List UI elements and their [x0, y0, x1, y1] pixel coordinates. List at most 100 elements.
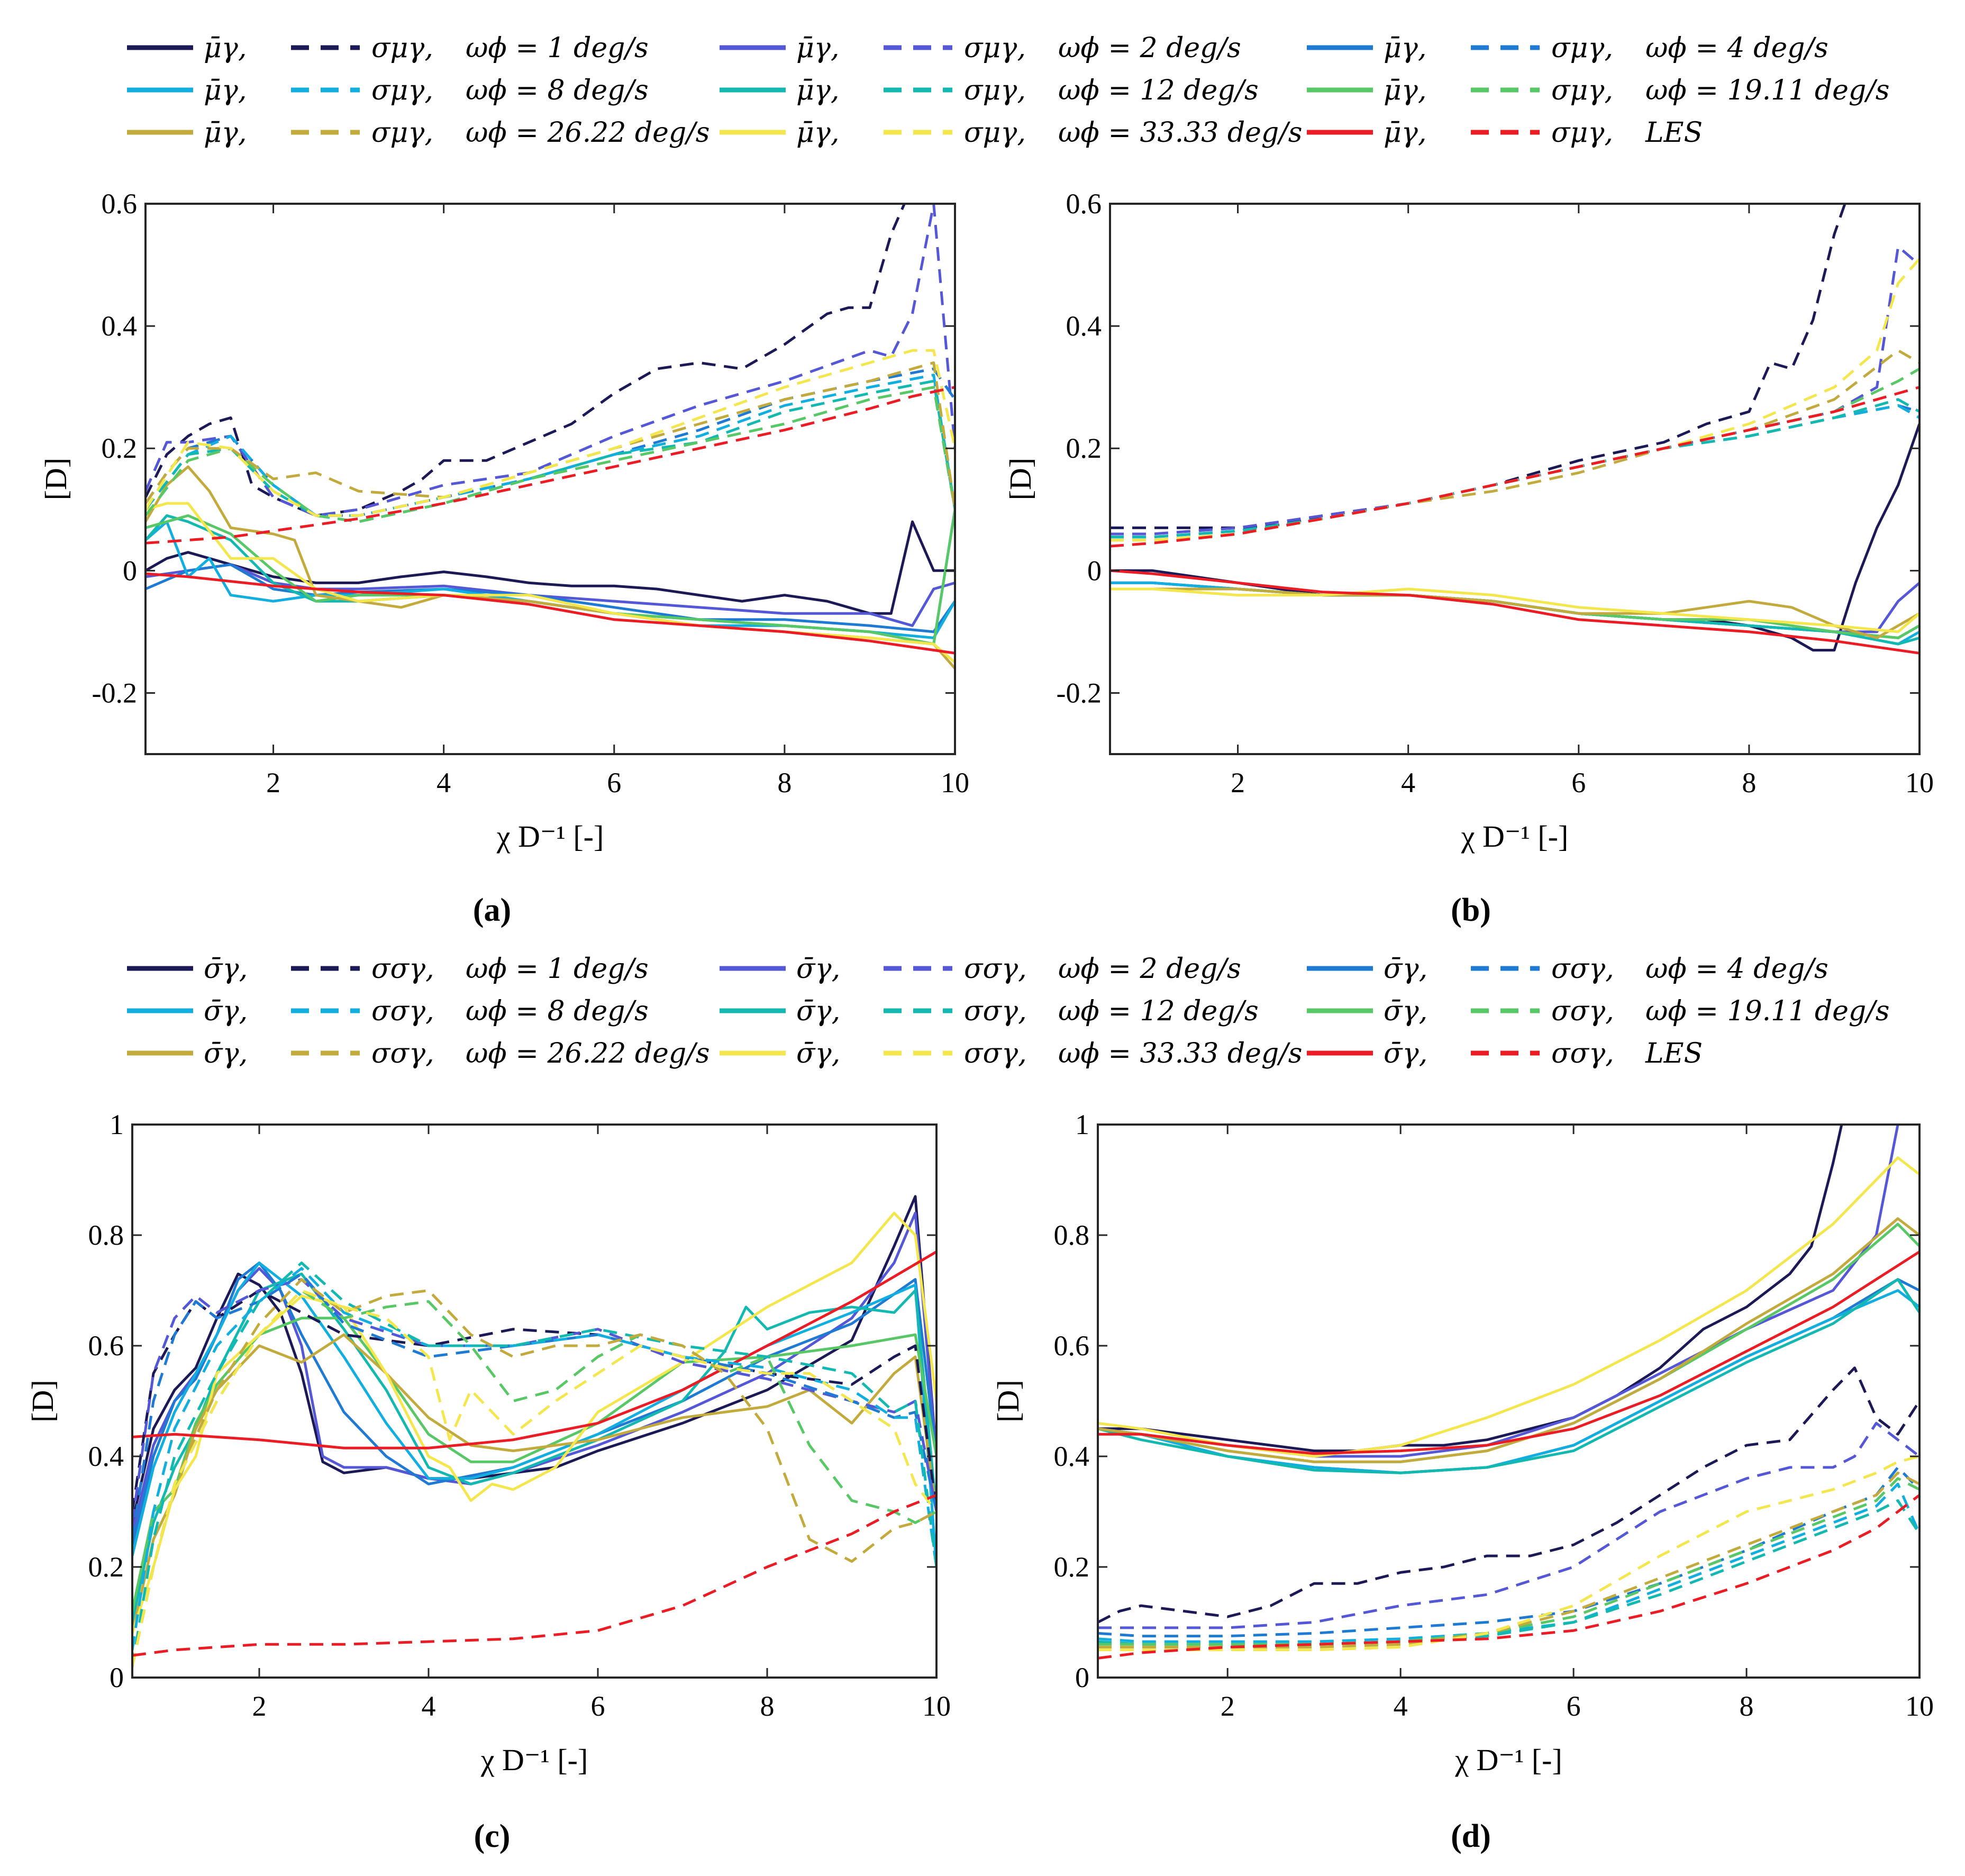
- legend-std-symbol: σμγ,: [1551, 32, 1613, 64]
- legend-mean-symbol: σ̄γ,: [204, 995, 248, 1027]
- y-tick-label: 0.6: [1066, 188, 1102, 220]
- series-line: [1110, 204, 1846, 529]
- y-axis-label: [D]: [1003, 458, 1038, 501]
- x-axis-label: χ D⁻¹ [-]: [496, 819, 604, 854]
- legend-entry-label: ωϕ = 4 deg/s: [1645, 953, 1828, 985]
- y-tick-label: 0.6: [88, 1330, 124, 1362]
- axes-frame: [1109, 203, 1921, 755]
- series-line: [1110, 587, 1919, 633]
- legend-std-symbol: σμγ,: [1551, 117, 1613, 149]
- y-axis-label: [D]: [39, 458, 73, 501]
- panel-label: (b): [1451, 892, 1491, 928]
- legend-entry: σ̄γ, σσγ, ωϕ = 1 deg/s: [127, 953, 649, 985]
- series-line: [1098, 1421, 1919, 1629]
- series-line: [1098, 1125, 1843, 1453]
- panel-label: (a): [473, 892, 511, 928]
- legend-std-symbol: σμγ,: [964, 117, 1026, 149]
- y-axis-label: [D]: [991, 1380, 1025, 1422]
- plot-area: [1098, 1125, 1919, 1660]
- legend-entry: σ̄γ, σσγ, LES: [1307, 1038, 1703, 1070]
- legend-entry-label: ωϕ = 12 deg/s: [1058, 995, 1259, 1027]
- series-line: [132, 1272, 936, 1540]
- series-line: [145, 572, 955, 655]
- legend-mean-symbol: μ̄γ,: [796, 32, 839, 64]
- series-line: [132, 1267, 936, 1651]
- legend-entry: μ̄γ, σμγ, ωϕ = 33.33 deg/s: [720, 117, 1302, 149]
- legend-entry-label: ωϕ = 2 deg/s: [1058, 32, 1241, 64]
- series-line: [1098, 1250, 1919, 1455]
- legend-mean-symbol: σ̄γ,: [204, 1038, 248, 1070]
- x-tick-label: 4: [1394, 1690, 1408, 1722]
- legend-entry-label: ωϕ = 33.33 deg/s: [1058, 1038, 1302, 1070]
- legend-entry-label: ωϕ = 26.22 deg/s: [466, 1038, 709, 1070]
- chart-panel-c: 2 4 6 8 10 0 0.2 0.4 0.6 0.8 1 χ D⁻¹ [-] [D]: [25, 1109, 951, 1777]
- y-tick-label: 0: [1075, 1662, 1089, 1693]
- series-line: [145, 204, 955, 517]
- legend-entry: μ̄γ, σμγ, ωϕ = 8 deg/s: [127, 75, 649, 106]
- y-tick-label: 0.4: [88, 1440, 124, 1472]
- y-tick-label: 0.4: [1054, 1440, 1090, 1472]
- series-line: [145, 204, 934, 517]
- legend-std-symbol: σσγ,: [964, 1038, 1027, 1070]
- legend-mean-symbol: μ̄γ,: [796, 75, 839, 106]
- series-line: [132, 1333, 936, 1634]
- panel-label: (d): [1451, 1818, 1491, 1854]
- legend-mean-symbol: σ̄γ,: [796, 1038, 840, 1070]
- x-tick-label: 4: [1401, 767, 1415, 799]
- chart-panel-b: 2 4 6 8 10 -0.2 0 0.2 0.4 0.6 χ D⁻¹ [-] [D]: [1003, 188, 1934, 854]
- legend-entry-label: ωϕ = 1 deg/s: [466, 953, 649, 985]
- legend-std-symbol: σσγ,: [371, 995, 434, 1027]
- legend-top: μ̄γ, σμγ, ωϕ = 1 deg/s μ̄γ, σμγ, ωϕ = 2 deg/s…: [127, 32, 1889, 149]
- y-tick-label: 1: [1075, 1109, 1089, 1140]
- x-tick-label: 6: [591, 1690, 605, 1722]
- x-axis-label: χ D⁻¹ [-]: [1454, 1743, 1562, 1777]
- x-tick-label: 8: [1740, 1690, 1754, 1722]
- series-line: [1098, 1455, 1919, 1652]
- legend-entry: σ̄γ, σσγ, ωϕ = 4 deg/s: [1307, 953, 1828, 985]
- legend-entry-label: ωϕ = 26.22 deg/s: [466, 117, 709, 149]
- legend-entry-label: ωϕ = 12 deg/s: [1058, 75, 1259, 106]
- y-tick-label: -0.2: [1057, 677, 1102, 709]
- y-tick-label: 0.2: [88, 1551, 124, 1583]
- y-tick-label: 0.4: [1066, 310, 1102, 342]
- legend-entry: μ̄γ, σμγ, ωϕ = 19.11 deg/s: [1307, 75, 1889, 106]
- legend-entry: μ̄γ, σμγ, ωϕ = 12 deg/s: [720, 75, 1259, 106]
- y-tick-label: 0.2: [102, 432, 138, 464]
- legend-mean-symbol: σ̄γ,: [1384, 1038, 1427, 1070]
- legend-std-symbol: σμγ,: [371, 32, 433, 64]
- legend-std-symbol: σσγ,: [371, 953, 434, 985]
- legend-entry-label: ωϕ = 8 deg/s: [466, 75, 649, 106]
- legend-entry-label: ωϕ = 4 deg/s: [1645, 32, 1828, 64]
- x-tick-label: 10: [922, 1690, 951, 1722]
- y-axis-label: [D]: [25, 1380, 60, 1422]
- legend-std-symbol: σσγ,: [1551, 953, 1614, 985]
- x-axis-label: χ D⁻¹ [-]: [1461, 819, 1569, 854]
- x-tick-label: 10: [941, 767, 969, 799]
- plot-area: [132, 1195, 936, 1667]
- series-line: [145, 386, 955, 545]
- series-line: [1098, 1477, 1919, 1646]
- y-tick-label: 0.2: [1066, 432, 1102, 464]
- x-tick-label: 10: [1905, 767, 1934, 799]
- legend-entry-label: ωϕ = 2 deg/s: [1058, 953, 1241, 985]
- series-line: [1098, 1366, 1919, 1624]
- plot-area: [145, 204, 955, 669]
- y-tick-label: 0: [123, 555, 137, 586]
- legend-std-symbol: σμγ,: [964, 75, 1026, 106]
- legend-std-symbol: σσγ,: [371, 1038, 434, 1070]
- series-line: [1110, 569, 1919, 655]
- legend-mean-symbol: μ̄γ,: [204, 75, 247, 106]
- x-tick-label: 2: [1231, 767, 1245, 799]
- legend-entry: σ̄γ, σσγ, ωϕ = 33.33 deg/s: [720, 1038, 1302, 1070]
- legend-bottom: σ̄γ, σσγ, ωϕ = 1 deg/s σ̄γ, σσγ, ωϕ = 2 deg/s…: [127, 953, 1889, 1070]
- x-tick-label: 8: [777, 767, 792, 799]
- x-tick-label: 8: [760, 1690, 775, 1722]
- y-tick-label: 1: [110, 1109, 124, 1140]
- legend-entry: σ̄γ, σσγ, ωϕ = 2 deg/s: [720, 953, 1241, 985]
- x-tick-label: 2: [266, 767, 280, 799]
- chart-panel-a: 2 4 6 8 10 -0.2 0 0.2 0.4 0.6 χ D⁻¹ [-] [D]: [39, 188, 969, 854]
- legend-entry-label: LES: [1645, 117, 1703, 149]
- legend-mean-symbol: μ̄γ,: [1384, 75, 1426, 106]
- legend-entry: μ̄γ, σμγ, ωϕ = 4 deg/s: [1307, 32, 1828, 64]
- legend-std-symbol: σσγ,: [1551, 995, 1614, 1027]
